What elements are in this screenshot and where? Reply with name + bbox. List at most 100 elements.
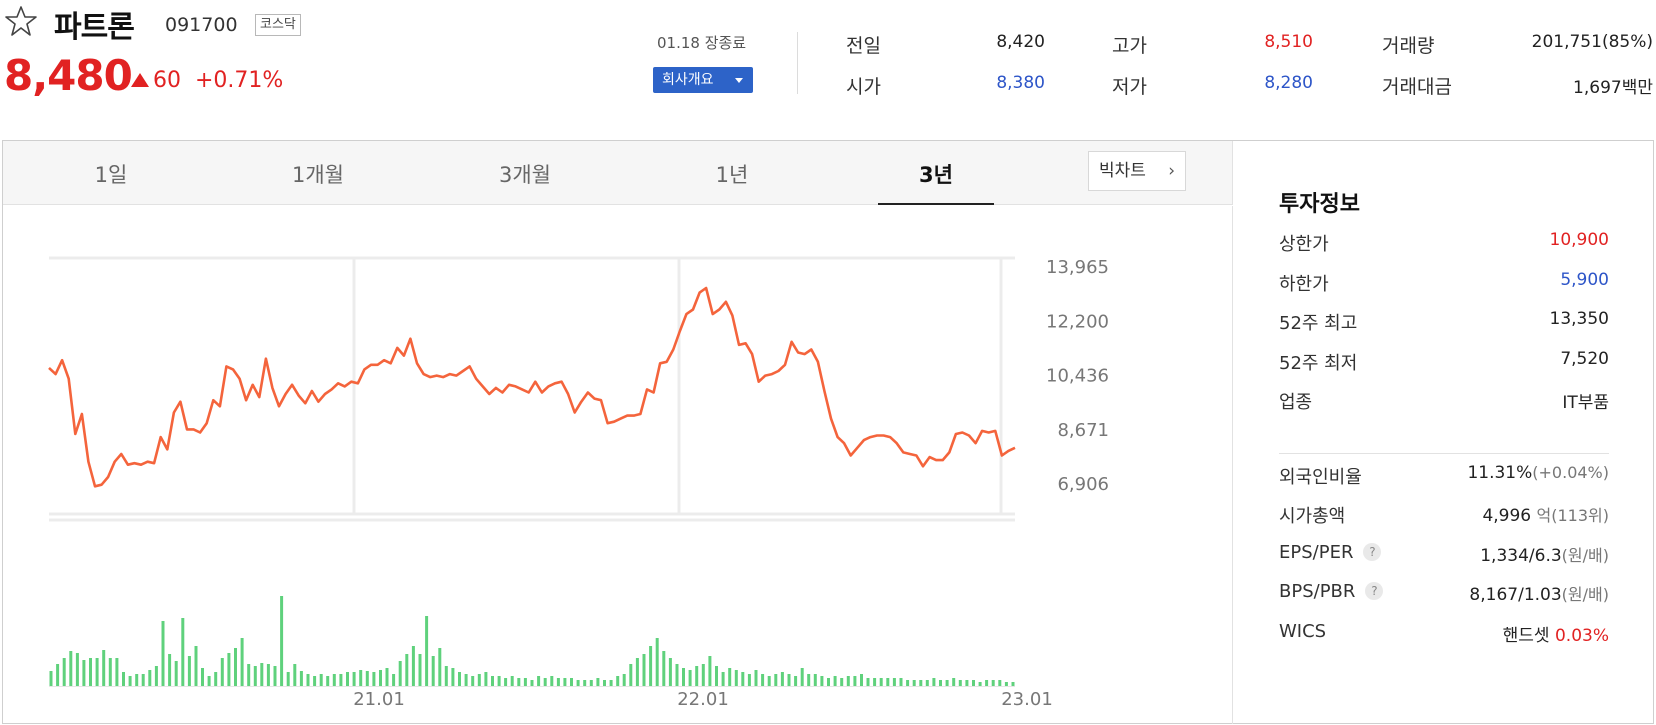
volume-bar xyxy=(813,674,817,686)
volume-bar xyxy=(148,670,152,686)
tab-3month[interactable]: 3개월 xyxy=(498,163,551,187)
company-overview-button[interactable]: 회사개요 xyxy=(653,67,753,93)
foreign-ratio-change: (+0.04%) xyxy=(1532,463,1609,482)
period-tabs: 1일 1개월 3개월 1년 3년 빅차트 › xyxy=(3,141,1233,205)
volume-bar xyxy=(491,676,494,686)
volume-bar xyxy=(767,676,771,686)
chevron-right-icon: › xyxy=(1168,161,1175,181)
volume-bar xyxy=(352,672,356,686)
wics-value: 핸드셋 0.03% xyxy=(1503,621,1609,646)
volume-bar xyxy=(69,651,73,686)
help-icon[interactable]: ? xyxy=(1365,582,1384,600)
tab-1day[interactable]: 1일 xyxy=(94,163,128,187)
big-chart-button[interactable]: 빅차트 › xyxy=(1088,151,1186,191)
week52-low-value: 7,520 xyxy=(1560,349,1609,369)
volume-bar xyxy=(649,646,653,686)
volume-bar xyxy=(128,676,132,686)
up-arrow-icon xyxy=(131,73,149,87)
volume-bar xyxy=(293,664,297,686)
current-price: 8,480 xyxy=(4,51,133,100)
eps-per-value: 1,334/6.3(원/배) xyxy=(1480,542,1609,566)
eps-per-row: EPS/PER? 1,334/6.3(원/배) xyxy=(1279,542,1609,568)
volume-bar xyxy=(800,668,804,686)
y-tick-label: 13,965 xyxy=(1046,257,1109,278)
market-cap-row: 시가총액 4,996 억(113위) xyxy=(1279,502,1609,528)
volume-bar xyxy=(280,596,284,686)
volume-bar xyxy=(62,658,66,686)
volume-bar xyxy=(372,672,376,686)
y-tick-label: 6,906 xyxy=(1057,474,1109,495)
volume-bar xyxy=(234,648,237,686)
volume-bar xyxy=(108,658,112,686)
volume-bar xyxy=(379,670,382,686)
volume-bar xyxy=(965,680,969,686)
low-value: 8,280 xyxy=(1264,73,1313,93)
volume-bar xyxy=(682,668,685,686)
trade-value-label: 거래대금 xyxy=(1382,76,1452,98)
volume-value: 201,751(85%) xyxy=(1531,32,1653,52)
lower-limit-label: 하한가 xyxy=(1279,274,1329,295)
volume-bar xyxy=(985,680,989,686)
week52-high-value: 13,350 xyxy=(1549,309,1609,329)
volume-bar xyxy=(181,618,185,686)
volume-bar xyxy=(194,646,198,686)
volume-bar xyxy=(365,671,369,686)
volume-bar xyxy=(675,664,679,686)
wics-label: WICS xyxy=(1279,621,1327,642)
volume-bar xyxy=(794,676,798,686)
volume-bar xyxy=(319,674,323,686)
volume-bar xyxy=(543,678,547,686)
volume-bar xyxy=(635,658,639,686)
tab-3year[interactable]: 3년 xyxy=(919,163,953,187)
volume-bar xyxy=(306,674,310,686)
investment-info: 투자정보 상한가 10,900 하한가 5,900 52주 최고 13,350 … xyxy=(1234,141,1654,723)
volume-bar xyxy=(411,646,415,686)
high-label: 고가 xyxy=(1112,35,1147,57)
volume-bar xyxy=(484,672,488,686)
volume-bar xyxy=(668,658,672,686)
volume-bar xyxy=(780,672,784,686)
eps-per-number: 1,334/6.3 xyxy=(1480,546,1562,566)
volume-bar xyxy=(932,678,936,686)
volume-bar xyxy=(425,616,429,686)
price-chart[interactable]: 13,965 12,200 10,436 8,671 6,906 21.01 22.01 23… xyxy=(3,206,1233,724)
market-status: 01.18 장종료 xyxy=(657,34,747,52)
market-cap-rank: 억(113위) xyxy=(1536,506,1609,525)
upper-limit-value: 10,900 xyxy=(1549,230,1609,250)
bps-pbr-number: 8,167/1.03 xyxy=(1469,585,1562,605)
header-divider xyxy=(797,32,798,94)
volume-bar xyxy=(603,680,606,686)
volume-bar xyxy=(89,658,92,686)
volume-bar xyxy=(207,676,211,686)
open-label: 시가 xyxy=(846,76,881,98)
volume-bar xyxy=(392,674,396,686)
trade-value-value: 1,697백만 xyxy=(1573,78,1653,98)
volume-bar xyxy=(102,650,106,686)
favorite-star-icon[interactable] xyxy=(4,4,38,38)
volume-bar xyxy=(899,678,903,686)
volume-bar xyxy=(451,668,455,686)
investment-info-title: 투자정보 xyxy=(1279,192,1360,217)
volume-bar xyxy=(471,676,475,686)
volume-bar xyxy=(154,666,158,686)
bps-pbr-value: 8,167/1.03(원/배) xyxy=(1469,581,1609,605)
company-overview-label: 회사개요 xyxy=(662,72,714,88)
volume-bar xyxy=(220,658,224,686)
market-cap-value: 4,996 억(113위) xyxy=(1482,502,1609,526)
prev-close-value: 8,420 xyxy=(996,32,1045,52)
volume-bar xyxy=(866,678,870,686)
volume-bar xyxy=(504,678,508,686)
volume-bar xyxy=(359,670,363,686)
tab-1year[interactable]: 1년 xyxy=(715,163,749,187)
chart-panel: 1일 1개월 3개월 1년 3년 빅차트 › 13,965 12,200 10,43… xyxy=(2,140,1654,724)
volume-bar xyxy=(570,678,573,686)
volume-bar xyxy=(939,680,942,686)
volume-bar xyxy=(247,664,251,686)
volume-bar xyxy=(517,678,521,686)
market-badge: 코스닥 xyxy=(255,14,301,36)
volume-bar xyxy=(655,638,659,686)
volume-bar xyxy=(596,678,600,686)
tab-1month[interactable]: 1개월 xyxy=(291,163,344,187)
help-icon[interactable]: ? xyxy=(1363,543,1382,561)
price-line xyxy=(48,286,1016,488)
